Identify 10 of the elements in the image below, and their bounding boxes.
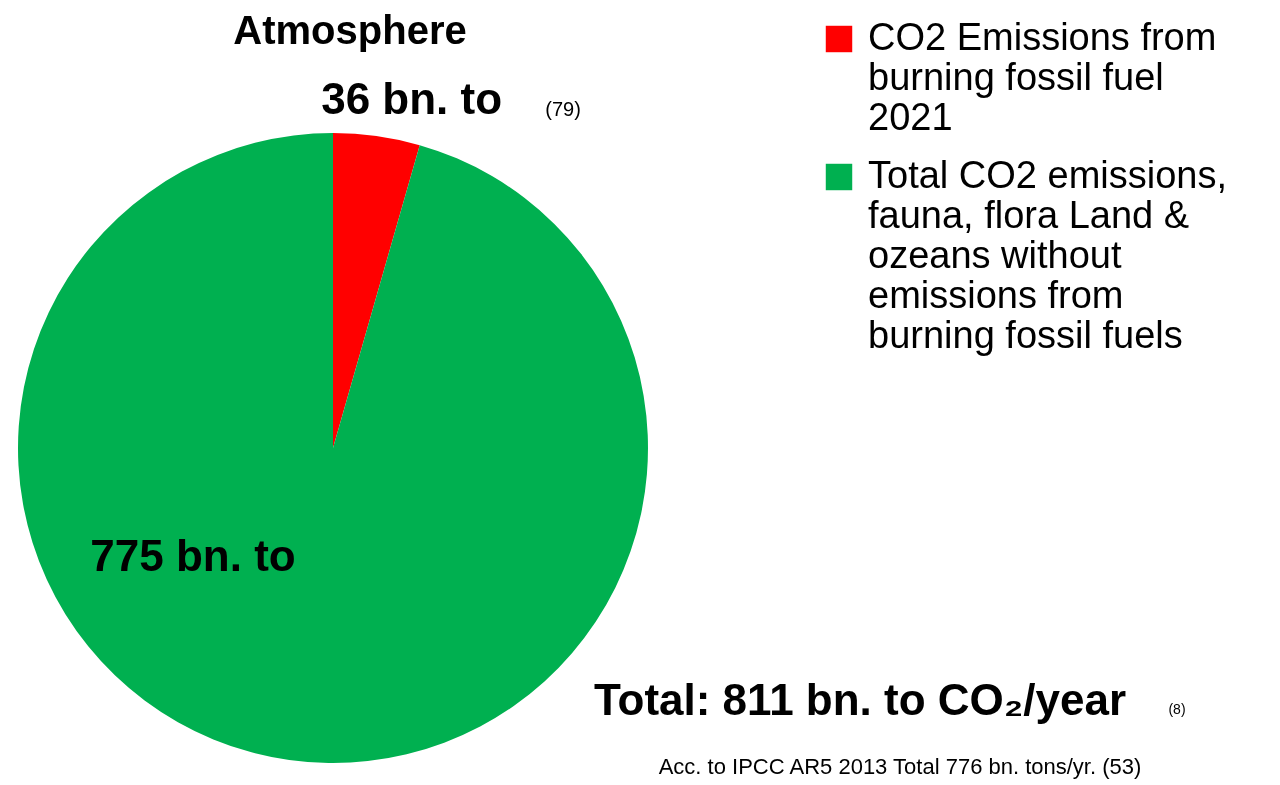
legend-label: Total CO2 emissions, fauna, flora Land & ozeans without emissions from burning fossil fuels <box>868 154 1228 356</box>
data-label: 775 bn. to <box>90 531 296 580</box>
text: (8) <box>1168 701 1186 717</box>
text: (79) <box>545 98 581 120</box>
chart-title: Atmosphere <box>233 8 467 52</box>
data-label: 36 bn. to <box>321 74 503 124</box>
legend-label: CO2 Emissions from burning fossil fuel 2021 <box>868 16 1217 138</box>
text: Acc. to IPCC AR5 2013 Total 776 bn. tons/yr. (53) <box>658 754 1142 779</box>
text: Total: 811 bn. to CO₂/year <box>593 675 1127 724</box>
pie-slice <box>333 133 420 448</box>
